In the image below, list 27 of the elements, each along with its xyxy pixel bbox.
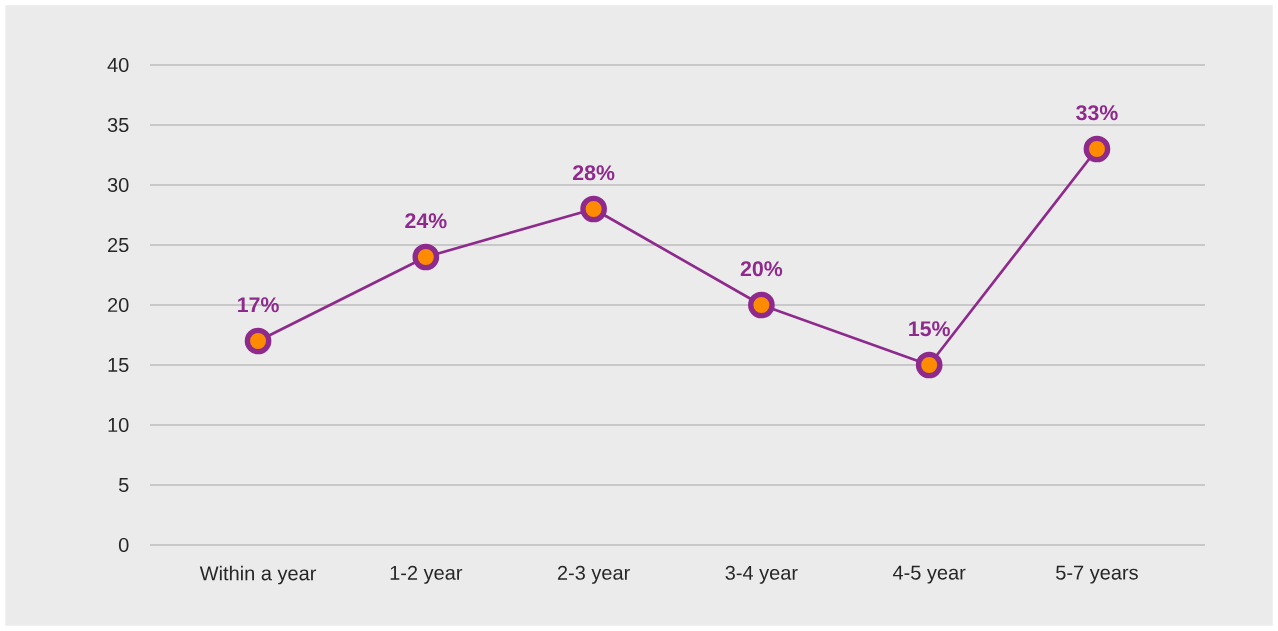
data-label: 15% [909, 321, 950, 337]
point [412, 243, 440, 271]
point [580, 195, 607, 223]
data-label: 20% [740, 261, 783, 277]
point [748, 291, 775, 319]
x-tick-label: Within a year [199, 565, 317, 585]
data-label: 33% [1076, 105, 1118, 121]
point [915, 351, 943, 379]
y-tick-label: 5 [118, 478, 129, 492]
point [244, 327, 272, 355]
point [1083, 135, 1111, 163]
x-tick-label: 4-5 year [892, 565, 966, 584]
y-tick-label: 30 [107, 177, 129, 193]
y-tick-label: 25 [108, 237, 129, 253]
y-tick-label: 15 [108, 358, 129, 372]
y-tick-label: 10 [108, 417, 129, 433]
x-tick-label: 3-4 year [725, 565, 798, 584]
data-label: 17% [238, 297, 279, 313]
x-tick-label: 5-7 years [1056, 565, 1138, 584]
y-tick-label: 0 [118, 537, 129, 553]
data-label: 28% [573, 165, 615, 181]
data-label: 24% [405, 213, 447, 229]
y-tick-label: 35 [107, 117, 129, 133]
x-tick-label: 1-2 year [390, 565, 463, 584]
y-tick-label: 40 [107, 57, 129, 73]
x-tick-label: 2-3 year [557, 565, 630, 584]
y-tick-label: 20 [108, 297, 129, 313]
